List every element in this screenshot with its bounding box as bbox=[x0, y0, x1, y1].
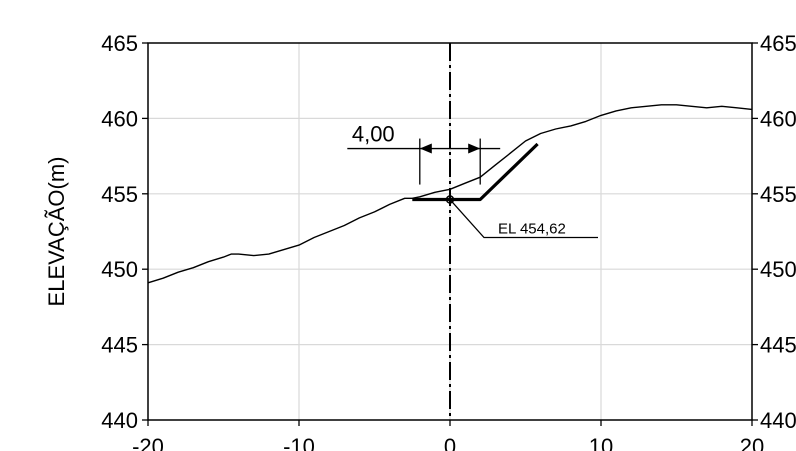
x-tick-label: 10 bbox=[589, 434, 613, 451]
y-tick-label-right: 445 bbox=[760, 333, 796, 358]
y-tick-label: 460 bbox=[101, 106, 138, 131]
tick-labels: 440 440 445 445 450 450 455 455 460 460 465 465 -20 -… bbox=[101, 31, 796, 451]
dimension-label: 4,00 bbox=[352, 122, 395, 147]
y-tick-label-right: 440 bbox=[760, 408, 796, 433]
excavation-line bbox=[412, 142, 539, 202]
y-tick-label: 455 bbox=[101, 182, 138, 207]
elevation-marker bbox=[445, 195, 455, 204]
dimension-arrow bbox=[468, 143, 481, 154]
y-tick-label-right: 460 bbox=[760, 106, 796, 131]
elevation-label: EL 454,62 bbox=[498, 221, 566, 238]
dimension-arrow bbox=[419, 143, 432, 154]
y-tick-label-right: 450 bbox=[760, 257, 796, 282]
x-tick-label: -10 bbox=[283, 434, 315, 451]
annotations: 4,00 EL 454,62 bbox=[347, 122, 598, 239]
y-tick-label-right: 465 bbox=[760, 31, 796, 56]
elevation-leader bbox=[449, 199, 598, 239]
profile-lines bbox=[147, 43, 753, 420]
y-tick-label: 440 bbox=[101, 408, 138, 433]
x-tick-label: -20 bbox=[132, 434, 164, 451]
y-tick-label: 450 bbox=[101, 257, 138, 282]
y-tick-label: 445 bbox=[101, 333, 138, 358]
x-tick-label: 0 bbox=[444, 434, 456, 451]
y-tick-label-right: 455 bbox=[760, 182, 796, 207]
y-axis-label: ELEVAÇÃO(m) bbox=[44, 157, 69, 307]
terrain-profile-line bbox=[147, 104, 753, 284]
x-tick-label: 20 bbox=[740, 434, 764, 451]
y-tick-label: 465 bbox=[101, 31, 138, 56]
